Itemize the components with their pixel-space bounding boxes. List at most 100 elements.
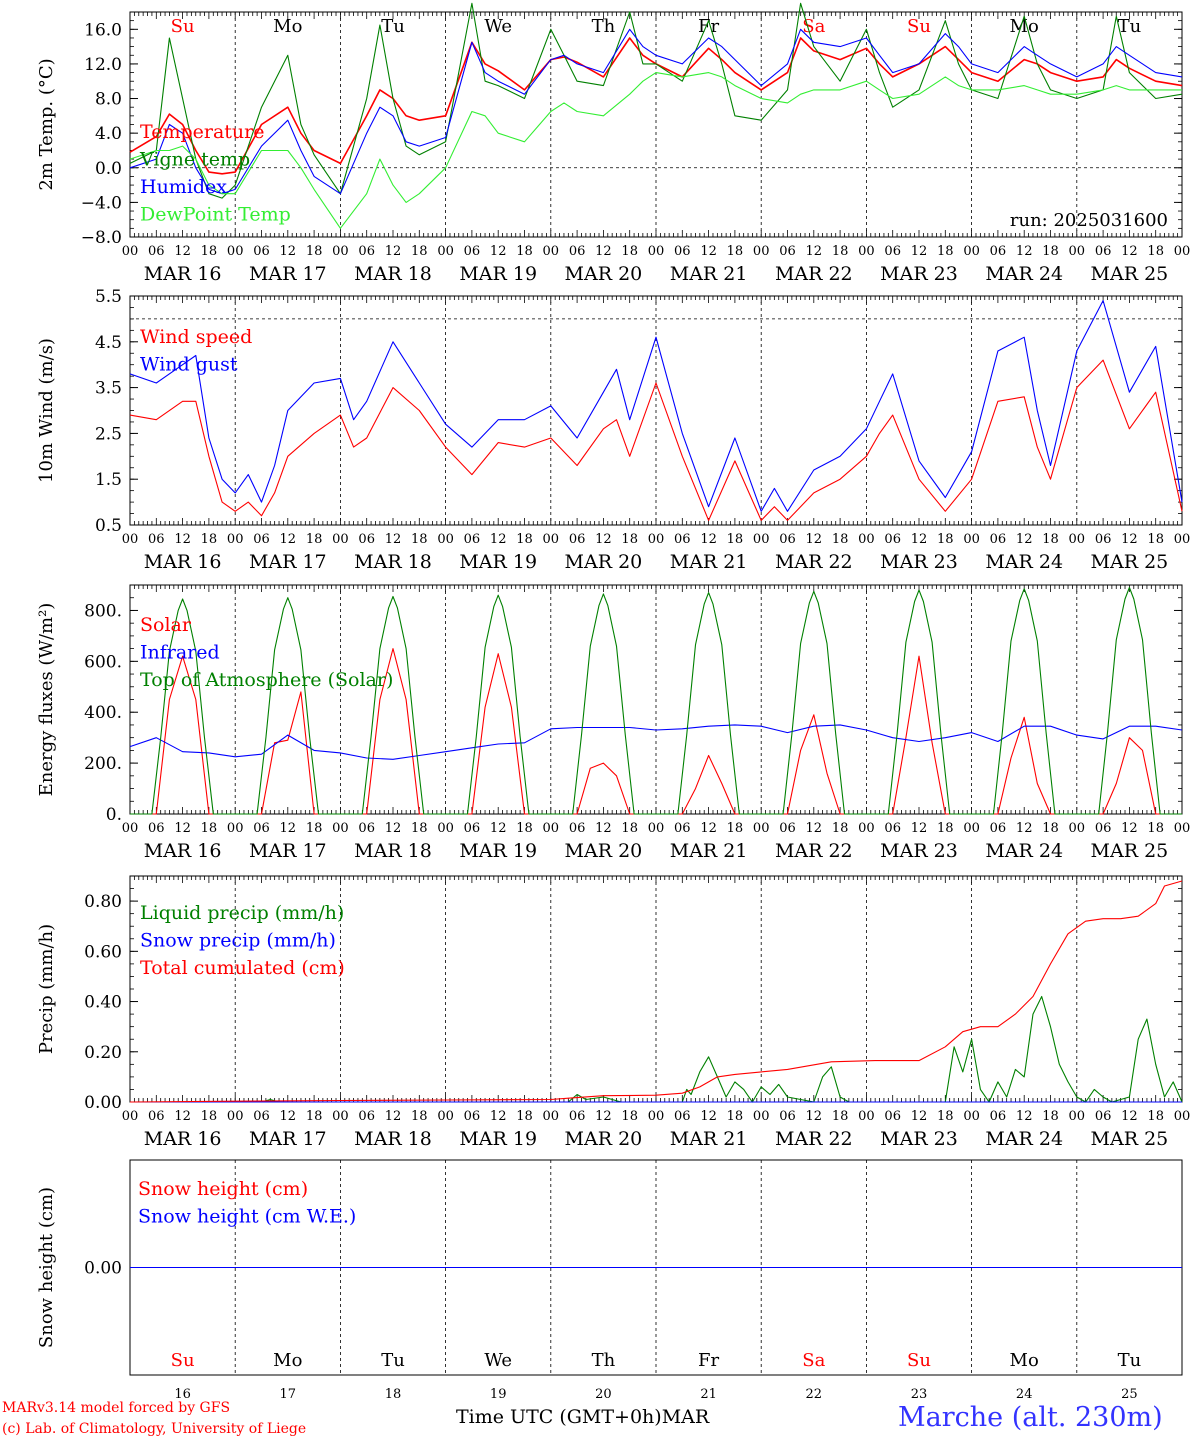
hour-tick-label: 18 — [306, 532, 323, 547]
time-axis-label: Time UTC (GMT+0h)MAR — [456, 1406, 709, 1428]
hour-tick-label: 12 — [490, 1109, 507, 1124]
hour-tick-label: 12 — [911, 532, 928, 547]
hour-tick-label: 18 — [306, 244, 323, 259]
hour-tick-label: 06 — [674, 532, 691, 547]
y-axis-label: Precip (mm/h) — [36, 924, 57, 1054]
y-tick-label: 0.80 — [84, 892, 122, 912]
hour-tick-label: 18 — [516, 532, 533, 547]
hour-tick-label: 18 — [832, 532, 849, 547]
hour-tick-label: 12 — [595, 1109, 612, 1124]
hour-tick-label: 06 — [148, 244, 165, 259]
hour-tick-label: 18 — [1042, 1109, 1059, 1124]
date-label: MAR 20 — [565, 263, 643, 285]
hour-tick-label: 18 — [832, 821, 849, 836]
model-credit: MARv3.14 model forced by GFS — [2, 1400, 231, 1416]
legend-entry: Temperature — [140, 121, 264, 143]
hour-tick-label: 00 — [963, 244, 980, 259]
hour-tick-label: 18 — [201, 244, 218, 259]
hour-tick-label: 00 — [227, 821, 244, 836]
hour-tick-label: 18 — [516, 1109, 533, 1124]
hour-tick-label: 12 — [385, 244, 402, 259]
y-axis-label: 10m Wind (m/s) — [36, 338, 57, 483]
hour-tick-label: 18 — [306, 821, 323, 836]
hour-tick-label: 00 — [437, 244, 454, 259]
day-number-label: 24 — [1016, 1387, 1033, 1402]
date-label: MAR 16 — [144, 1128, 222, 1150]
hour-tick-label: 06 — [884, 532, 901, 547]
hour-tick-label: 00 — [1069, 821, 1086, 836]
hour-tick-label: 06 — [990, 1109, 1007, 1124]
hour-tick-label: 12 — [595, 244, 612, 259]
hour-tick-label: 12 — [280, 532, 297, 547]
hour-tick-label: 06 — [884, 821, 901, 836]
hour-tick-label: 18 — [201, 1109, 218, 1124]
date-label: MAR 19 — [459, 551, 537, 573]
hour-tick-label: 18 — [727, 821, 744, 836]
hour-tick-label: 18 — [832, 1109, 849, 1124]
weekday-label: Sa — [802, 1350, 825, 1371]
hour-tick-label: 18 — [411, 821, 428, 836]
hour-tick-label: 00 — [437, 1109, 454, 1124]
hour-tick-label: 06 — [358, 244, 375, 259]
hour-tick-label: 00 — [753, 821, 770, 836]
date-label: MAR 17 — [249, 263, 327, 285]
hour-tick-label: 06 — [253, 821, 270, 836]
date-label: MAR 25 — [1091, 263, 1169, 285]
lab-credit: (c) Lab. of Climatology, University of L… — [2, 1421, 307, 1437]
date-label: MAR 18 — [354, 840, 432, 862]
date-label: MAR 23 — [880, 263, 958, 285]
hour-tick-label: 00 — [753, 532, 770, 547]
hour-tick-label: 06 — [884, 244, 901, 259]
hour-tick-label: 18 — [727, 1109, 744, 1124]
hour-tick-label: 18 — [937, 1109, 954, 1124]
y-tick-label: 0.00 — [84, 1093, 122, 1113]
hour-tick-label: 12 — [1016, 244, 1033, 259]
hour-tick-label: 18 — [411, 1109, 428, 1124]
panel-5: 0.00 Snow height (cm) Su 16 Mo 17 Tu 18 We 19 Th 20… — [36, 1159, 1183, 1402]
weekday-label: Mo — [273, 1350, 302, 1371]
weekday-label: Sa — [802, 16, 825, 37]
hour-tick-label: 00 — [1069, 1109, 1086, 1124]
hour-tick-label: 18 — [832, 244, 849, 259]
date-label: MAR 22 — [775, 263, 853, 285]
hour-tick-label: 12 — [174, 1109, 191, 1124]
hour-tick-label: 00 — [543, 532, 560, 547]
station-title: Marche (alt. 230m) — [898, 1402, 1163, 1433]
y-tick-label: 3.5 — [95, 379, 122, 399]
hour-tick-label: 12 — [700, 244, 717, 259]
hour-tick-label: 00 — [122, 821, 139, 836]
date-label: MAR 25 — [1091, 840, 1169, 862]
hour-tick-label: 00 — [648, 244, 665, 259]
hour-tick-label: 06 — [1095, 244, 1112, 259]
hour-tick-label: 06 — [148, 1109, 165, 1124]
date-label: MAR 24 — [985, 1128, 1063, 1150]
day-number-label: 16 — [174, 1387, 191, 1402]
date-label: MAR 17 — [249, 551, 327, 573]
hour-tick-label: 06 — [464, 821, 481, 836]
hour-tick-label: 06 — [884, 1109, 901, 1124]
hour-tick-label: 06 — [358, 532, 375, 547]
y-tick-label: 2.5 — [95, 424, 122, 444]
hour-tick-label: 18 — [306, 1109, 323, 1124]
hour-tick-label: 18 — [621, 1109, 638, 1124]
hour-tick-label: 12 — [280, 1109, 297, 1124]
hour-tick-label: 06 — [779, 532, 796, 547]
y-tick-label: 0.60 — [84, 942, 122, 962]
hour-tick-label: 00 — [858, 821, 875, 836]
hour-tick-label: 18 — [516, 244, 533, 259]
month-label: MAR — [661, 1406, 710, 1428]
hour-tick-label: 12 — [490, 532, 507, 547]
hour-tick-label: 12 — [174, 244, 191, 259]
hour-tick-label: 00 — [1174, 532, 1191, 547]
hour-tick-label: 06 — [990, 821, 1007, 836]
series-line — [130, 586, 1182, 815]
y-tick-label: 400. — [84, 703, 122, 723]
hour-tick-label: 18 — [1042, 532, 1059, 547]
hour-tick-label: 06 — [990, 244, 1007, 259]
date-label: MAR 20 — [565, 551, 643, 573]
hour-tick-label: 06 — [148, 532, 165, 547]
hour-tick-label: 12 — [1016, 532, 1033, 547]
series-line — [129, 359, 1183, 521]
weekday-label: Su — [171, 1350, 195, 1371]
